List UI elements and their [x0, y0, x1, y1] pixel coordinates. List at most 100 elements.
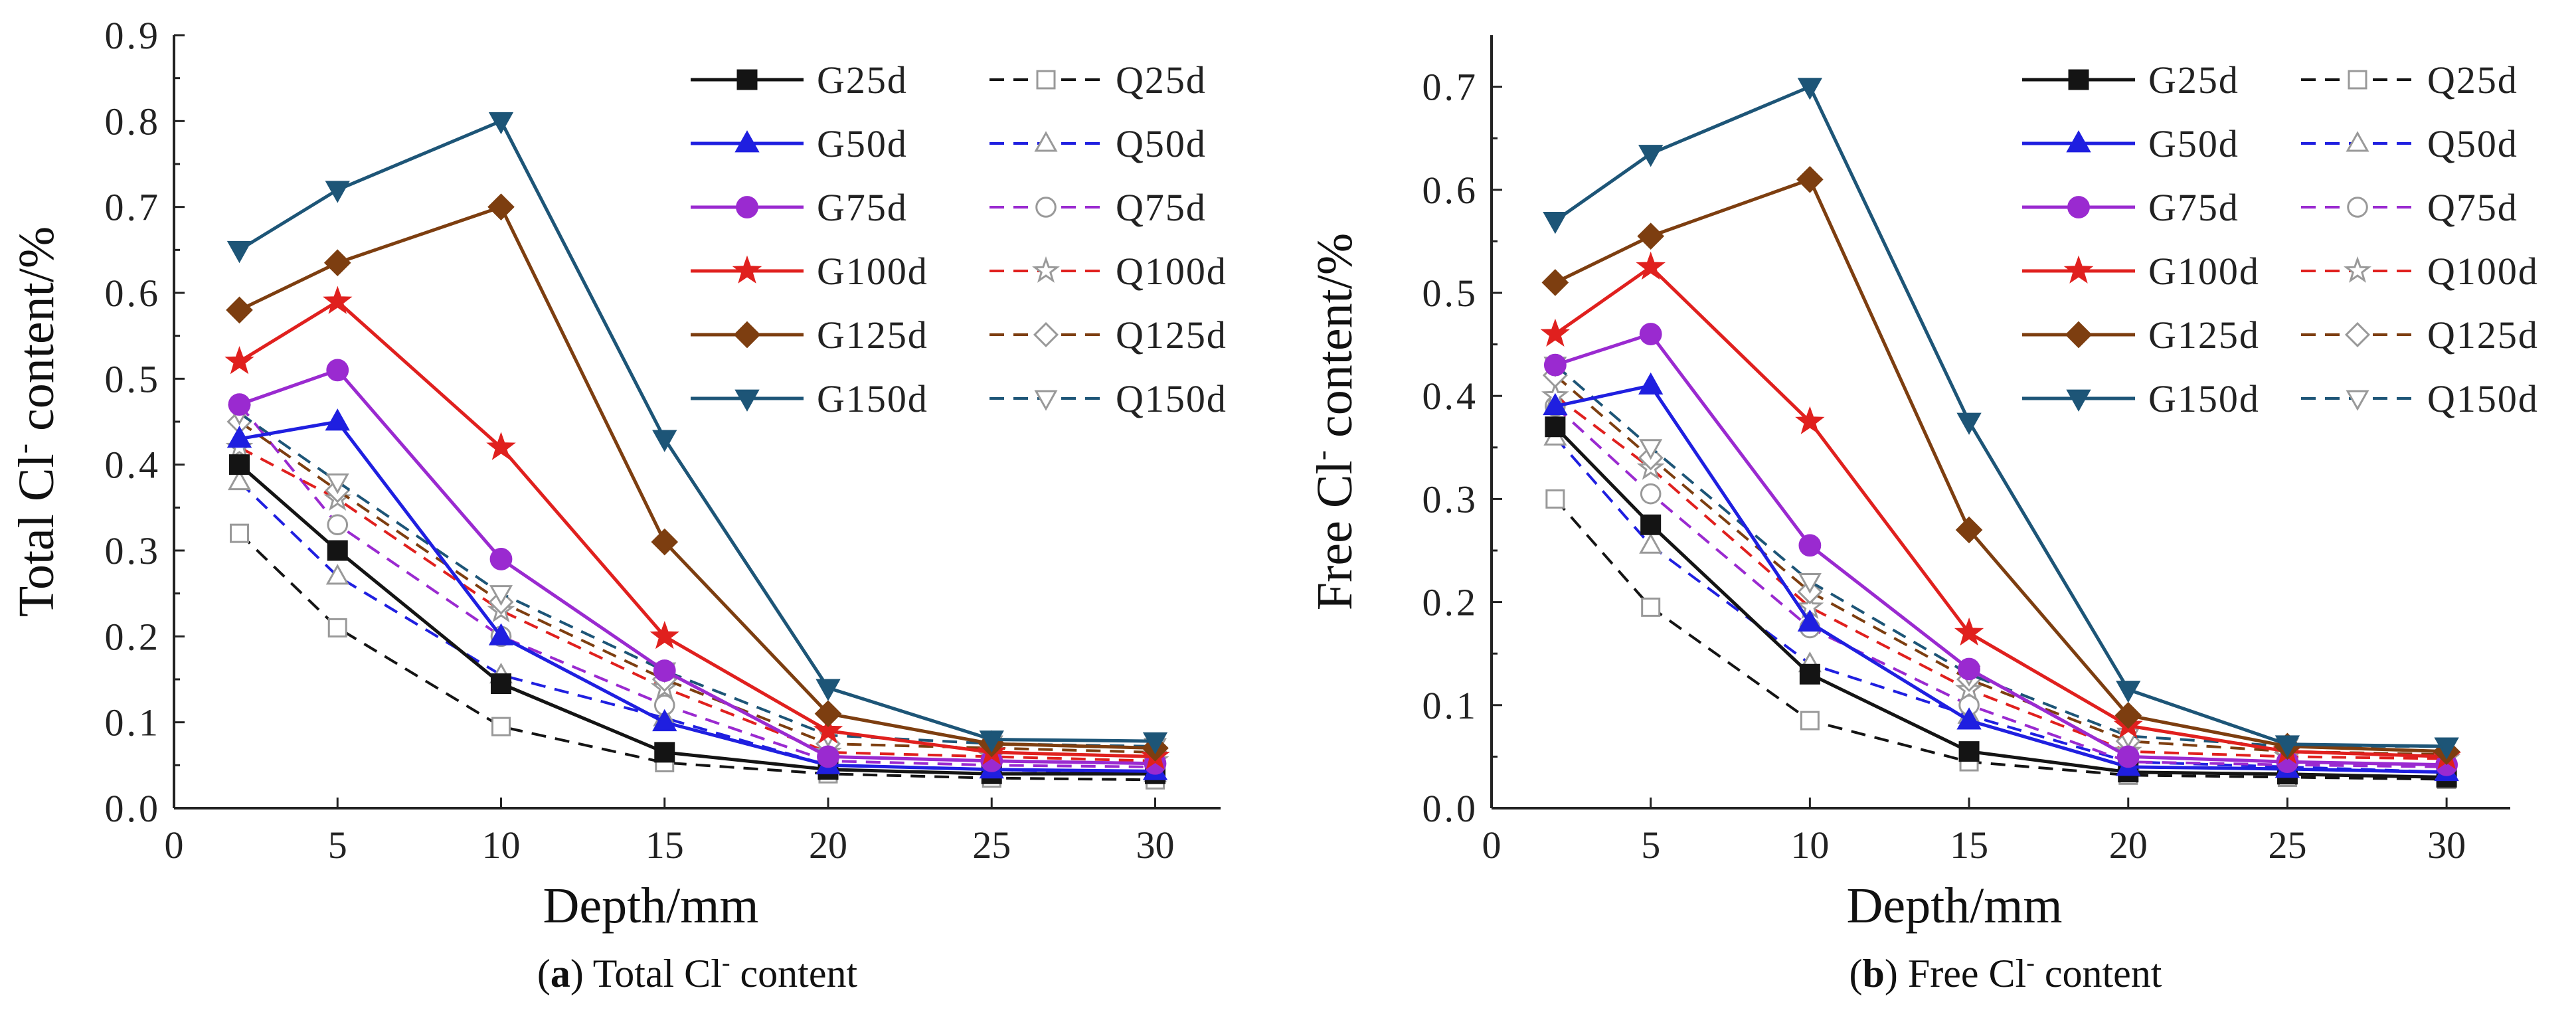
x-tick-label-a-6: 30 [1136, 823, 1175, 867]
legend-marker-b-Q25d [2348, 70, 2367, 90]
caption-a-close: ) [570, 952, 593, 995]
y-tick-label-a-1: 0.1 [105, 701, 161, 744]
legend-marker-a-Q25d [1036, 70, 1056, 90]
x-tick-label-a-1: 5 [328, 823, 347, 867]
x-tick-label-b-3: 15 [1950, 823, 1988, 867]
data-point-a-G75d-2 [489, 548, 513, 570]
legend-marker-b-Q75d [2347, 197, 2368, 218]
y-tick-label-a-7: 0.7 [105, 186, 161, 229]
data-point-a-G75d-3 [653, 659, 676, 682]
y-axis-label-superscript-a: - [6, 444, 40, 454]
data-point-a-G75d-4 [817, 745, 839, 768]
caption-panel-b: (b) Free Cl- content [1707, 948, 2304, 1015]
y-tick-label-b-4: 0.4 [1422, 375, 1479, 418]
series-line-a-Q75d [238, 403, 1156, 768]
y-tick-label-b-3: 0.3 [1422, 477, 1479, 521]
data-point-a-Q25d-0 [230, 523, 249, 543]
data-point-a-G150d-5 [979, 730, 1004, 753]
data-point-b-G100d-0 [1540, 318, 1571, 347]
caption-a-text: Total Cl [592, 952, 722, 995]
legend-label-a-Q25d: Q25d [1116, 58, 1207, 102]
data-point-b-G25d-3 [1958, 741, 1980, 762]
data-point-b-G75d-2 [1798, 534, 1822, 557]
series-line-b-Q50d [1554, 436, 2447, 774]
x-axis-label-a: Depth/mm [543, 878, 758, 934]
data-point-b-Q25d-1 [1641, 597, 1661, 617]
x-tick-label-b-4: 20 [2109, 823, 2148, 867]
data-point-b-G150d-1 [1638, 145, 1664, 167]
caption-a-tail: content [730, 952, 858, 995]
data-point-b-G150d-2 [1797, 78, 1823, 100]
caption-a-open: ( [537, 952, 551, 995]
legend-marker-b-G50d [2066, 130, 2091, 153]
data-point-b-G150d-0 [1543, 211, 1568, 234]
legend-label-a-Q50d: Q50d [1116, 122, 1207, 165]
legend-label-b-Q125d: Q125d [2427, 313, 2539, 357]
legend-marker-b-G150d [2066, 389, 2091, 412]
data-point-a-G125d-0 [226, 296, 253, 324]
legend-label-a-G75d: G75d [817, 186, 908, 229]
legend-marker-a-G100d [732, 255, 762, 284]
data-point-b-Q150d-1 [1639, 439, 1663, 460]
y-tick-label-a-2: 0.2 [105, 615, 161, 658]
data-point-b-G150d-3 [1956, 412, 1982, 435]
legend-marker-b-Q100d [2344, 256, 2371, 283]
data-point-a-G25d-1 [327, 540, 348, 561]
data-point-b-G100d-2 [1795, 406, 1825, 434]
data-point-a-G125d-1 [323, 249, 351, 277]
legend-label-b-Q50d: Q50d [2427, 122, 2518, 165]
y-tick-label-a-0: 0.0 [105, 787, 161, 830]
series-line-a-G150d [238, 119, 1156, 743]
legend-marker-a-Q150d [1034, 390, 1058, 411]
y-axis-label-main-b: Free Cl [1307, 460, 1363, 610]
legend-label-b-G150d: G150d [2148, 377, 2260, 420]
y-tick-label-b-7: 0.7 [1422, 66, 1479, 109]
legend-label-a-G25d: G25d [817, 58, 908, 102]
data-point-a-G100d-2 [486, 432, 516, 460]
x-tick-label-b-2: 10 [1790, 823, 1829, 867]
series-line-a-G75d [238, 368, 1156, 766]
series-line-b-G150d [1554, 84, 2447, 748]
data-point-a-G100d-3 [649, 620, 679, 649]
y-tick-label-b-6: 0.6 [1422, 169, 1479, 212]
x-axis-label-b: Depth/mm [1846, 878, 2062, 934]
legend-label-b-Q75d: Q75d [2427, 186, 2518, 229]
y-axis-label-superscript-b: - [1304, 450, 1338, 460]
data-point-b-G75d-0 [1543, 353, 1567, 377]
caption-panel-a: (a) Total Cl- content [398, 948, 996, 1015]
data-point-b-G150d-5 [2275, 735, 2300, 758]
legend-marker-b-G125d [2065, 321, 2093, 349]
legend-marker-a-G75d [736, 196, 758, 218]
data-point-a-Q150d-1 [325, 473, 349, 495]
data-point-a-G125d-4 [814, 700, 842, 728]
legend-label-b-Q25d: Q25d [2427, 58, 2518, 102]
legend-label-a-G50d: G50d [817, 122, 908, 165]
data-point-a-Q50d-1 [325, 564, 349, 585]
data-point-b-Q25d-0 [1545, 489, 1565, 509]
x-tick-label-a-0: 0 [165, 823, 184, 867]
legend-label-b-G125d: G125d [2148, 313, 2260, 357]
data-point-b-G50d-0 [1543, 392, 1568, 416]
y-tick-label-a-6: 0.6 [105, 272, 161, 315]
legend-marker-b-Q50d [2346, 131, 2369, 152]
caption-b-open: ( [1849, 952, 1863, 995]
legend-marker-b-G100d [2063, 255, 2094, 284]
x-tick-label-a-3: 15 [645, 823, 684, 867]
series-line-b-Q75d [1554, 405, 2447, 768]
series-line-a-G125d [238, 205, 1156, 750]
y-tick-label-b-1: 0.1 [1422, 684, 1479, 727]
y-tick-label-a-8: 0.8 [105, 100, 161, 143]
y-tick-label-a-4: 0.4 [105, 444, 161, 487]
legend-label-a-Q100d: Q100d [1116, 250, 1227, 293]
legend-marker-a-Q100d [1032, 256, 1060, 283]
data-point-b-G125d-2 [1796, 165, 1824, 193]
data-point-b-G150d-4 [2116, 681, 2141, 703]
legend-marker-a-G50d [734, 130, 760, 153]
data-point-a-G125d-3 [651, 528, 679, 556]
caption-b-tail: content [2034, 952, 2162, 995]
legend-marker-a-G25d [736, 69, 758, 90]
legend-marker-a-G125d [733, 321, 761, 349]
data-point-a-G50d-3 [652, 709, 677, 732]
x-tick-label-b-0: 0 [1482, 823, 1502, 867]
